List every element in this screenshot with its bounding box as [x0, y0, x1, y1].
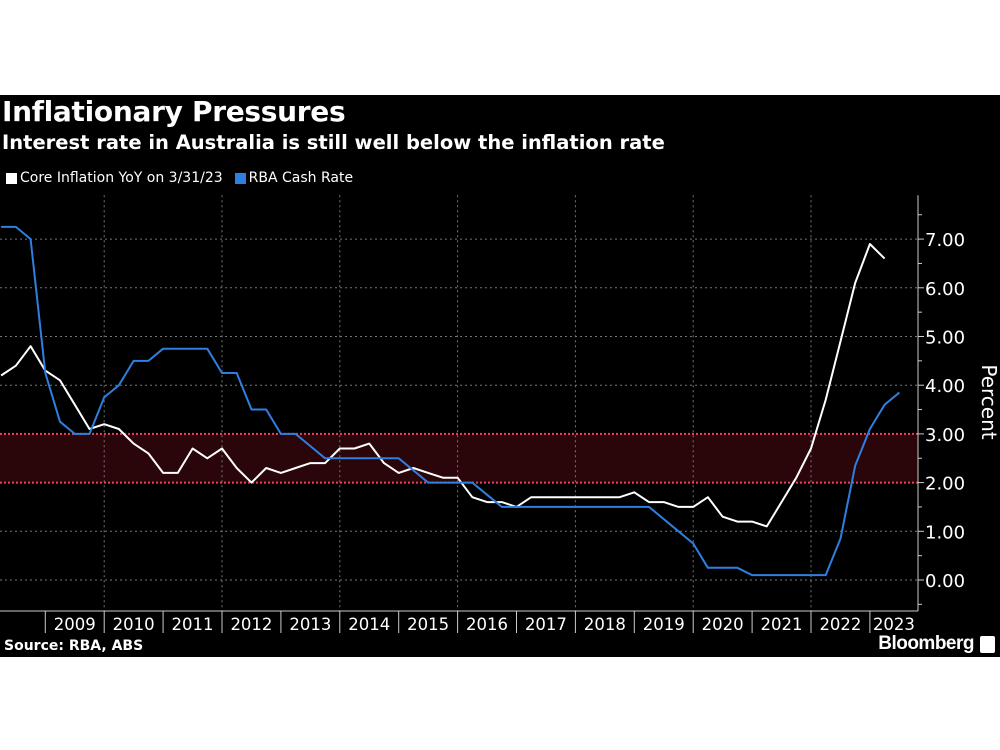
y-tick-label: 3.00: [925, 425, 965, 446]
legend-label: RBA Cash Rate: [248, 170, 354, 186]
x-tick-label: 2011: [172, 615, 214, 634]
x-tick-label: 2012: [230, 615, 272, 634]
bloomberg-chart-icon: [980, 636, 995, 653]
y-tick-label: 6.00: [925, 279, 965, 300]
source-note: Source: RBA, ABS: [4, 638, 144, 654]
x-tick-label: 2010: [113, 615, 155, 634]
x-tick-label: 2013: [289, 615, 331, 634]
y-tick-label: 2.00: [925, 474, 965, 495]
x-tick-label: 2009: [54, 615, 96, 634]
chart-subtitle: Interest rate in Australia is still well…: [2, 131, 665, 154]
y-tick-label: 7.00: [925, 230, 965, 251]
y-tick-label: 1.00: [925, 522, 965, 543]
legend-swatch-white: [6, 172, 17, 184]
x-tick-label: 2014: [348, 615, 390, 634]
x-tick-label: 2015: [407, 615, 449, 634]
legend-swatch-blue: [234, 172, 246, 184]
legend-item-rba-cash-rate: RBA Cash Rate: [234, 170, 354, 186]
x-tick-label: 2023: [873, 615, 915, 634]
x-tick-label: 2022: [819, 615, 861, 634]
chart-title: Inflationary Pressures: [2, 95, 346, 128]
series-rba-cash-rate-line: [1, 225, 901, 577]
legend: Core Inflation YoY on 3/31/23 RBA Cash R…: [6, 170, 353, 186]
y-tick-label: 5.00: [925, 328, 965, 349]
x-tick-label: 2021: [761, 615, 803, 634]
y-axis-label: Percent: [977, 364, 1000, 439]
series-core-inflation-line: [0, 243, 886, 528]
chart-panel: [0, 95, 1000, 657]
legend-label: Core Inflation YoY on 3/31/23: [20, 170, 223, 186]
x-tick-label: 2018: [584, 615, 626, 634]
x-tick-label: 2020: [702, 615, 744, 634]
x-tick-label: 2017: [525, 615, 567, 634]
target-band: [0, 433, 918, 483]
y-tick-label: 4.00: [925, 376, 965, 397]
legend-item-core-inflation: Core Inflation YoY on 3/31/23: [6, 170, 223, 186]
x-tick-label: 2019: [643, 615, 685, 634]
y-tick-label: 0.00: [925, 571, 965, 592]
bloomberg-logo: Bloomberg: [878, 633, 974, 654]
x-tick-label: 2016: [466, 615, 508, 634]
